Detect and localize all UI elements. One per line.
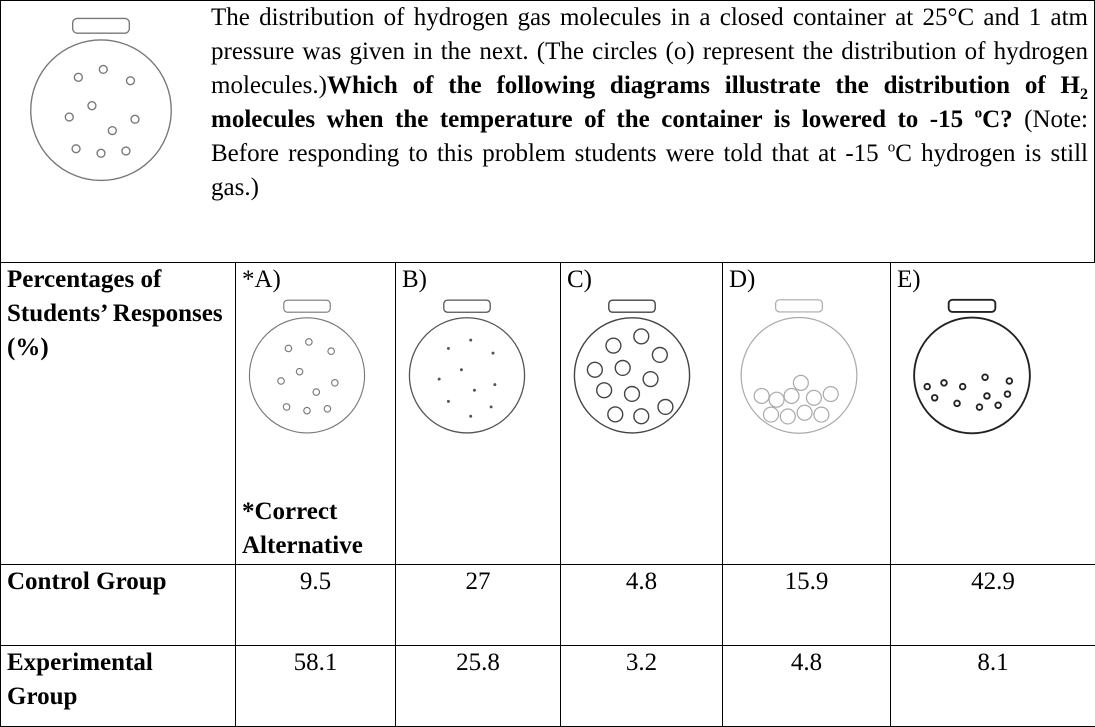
value-cell: 15.9 xyxy=(723,565,891,646)
subscript: 2 xyxy=(1080,86,1088,103)
value-cell: 4.8 xyxy=(561,565,723,646)
correct-note: *Correct Alternative xyxy=(242,495,389,563)
question-bold: Which of the following diagrams illustra… xyxy=(211,72,1088,133)
question-bold-text: C? xyxy=(982,106,1013,133)
header-text: D) xyxy=(729,263,884,297)
header-text: B) xyxy=(402,263,554,297)
header-row: Percentages of Students’ Responses (%) *… xyxy=(1,263,1095,565)
flask-image xyxy=(21,15,181,185)
superscript: o xyxy=(975,106,983,122)
data-row: Control Group 9.5 27 4.8 15.9 42.9 xyxy=(1,565,1095,646)
question-box: The distribution of hydrogen gas molecul… xyxy=(0,0,1095,262)
header-cell: Percentages of Students’ Responses (%) xyxy=(1,263,236,565)
value-cell: 42.9 xyxy=(891,565,1095,646)
row-label-cell: Control Group xyxy=(1,565,236,646)
response-table: Percentages of Students’ Responses (%) *… xyxy=(0,262,1095,727)
value-cell: 3.2 xyxy=(561,646,723,727)
flask-image xyxy=(897,297,1047,437)
header-cell: D) xyxy=(723,263,891,565)
flask-image xyxy=(567,297,697,437)
question-bold-text: molecules when the temperature of the co… xyxy=(211,106,975,133)
question-bold-text: Which of the following diagrams illustra… xyxy=(327,72,1080,99)
row-label: Experimental Group xyxy=(7,649,153,710)
value-cell: 4.8 xyxy=(723,646,891,727)
header-text: *A) xyxy=(242,263,389,297)
value-cell: 25.8 xyxy=(396,646,561,727)
value-cell: 27 xyxy=(396,565,561,646)
data-row: Experimental Group 58.1 25.8 3.2 4.8 8.1 xyxy=(1,646,1095,727)
flask-image xyxy=(729,297,869,437)
page: The distribution of hydrogen gas molecul… xyxy=(0,0,1095,726)
header-cell: *A) *Correct Alternative xyxy=(236,263,396,565)
header-cell: C) xyxy=(561,263,723,565)
value-cell: 9.5 xyxy=(236,565,396,646)
value-cell: 58.1 xyxy=(236,646,396,727)
value-cell: 8.1 xyxy=(891,646,1095,727)
row-label: Control Group xyxy=(7,568,167,595)
row-label-cell: Experimental Group xyxy=(1,646,236,727)
header-text: E) xyxy=(897,263,1089,297)
header-cell: B) xyxy=(396,263,561,565)
flask-image xyxy=(402,297,532,437)
header-text: C) xyxy=(567,263,716,297)
flask-image xyxy=(242,297,372,437)
header-text: Percentages of Students’ Responses (%) xyxy=(7,266,223,361)
header-cell: E) xyxy=(891,263,1095,565)
